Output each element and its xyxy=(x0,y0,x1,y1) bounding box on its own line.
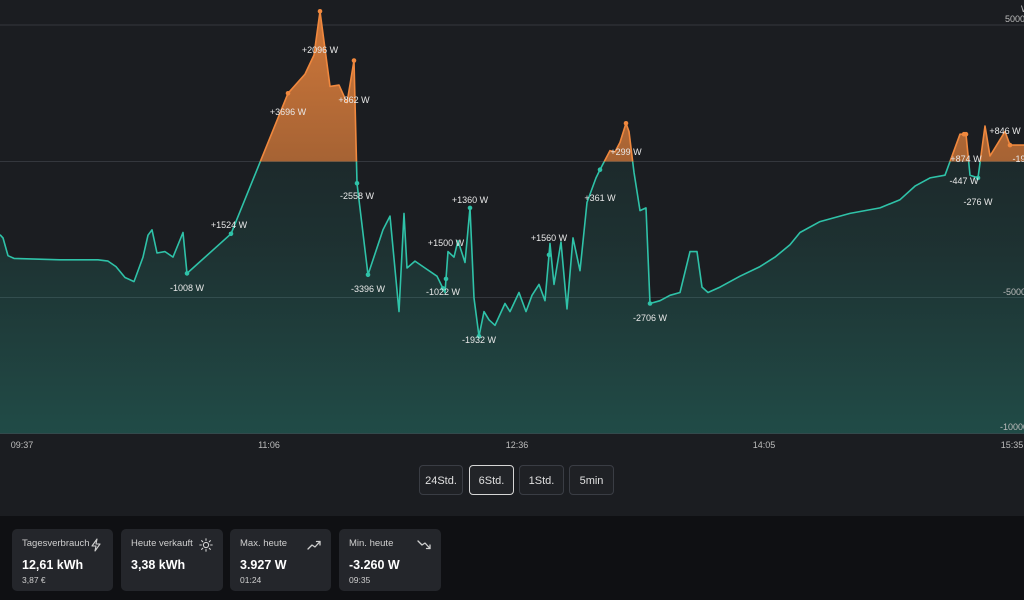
lightning-icon xyxy=(91,538,101,552)
stat-card-consumption[interactable]: Tagesverbrauch 12,61 kWh 3,87 € xyxy=(12,529,113,591)
data-point-marker xyxy=(961,131,967,137)
data-point-marker xyxy=(365,272,371,278)
trending-down-icon xyxy=(417,540,431,550)
annotation-label: +1360 W xyxy=(452,195,489,205)
trending-up-icon xyxy=(307,540,321,550)
annotation-label: +862 W xyxy=(338,95,370,105)
annotation-label: -19 xyxy=(1012,154,1024,164)
stat-card-value: -3.260 W xyxy=(349,558,400,572)
annotation-label: -2706 W xyxy=(633,313,668,323)
data-point-marker xyxy=(317,9,323,14)
data-point-marker xyxy=(351,58,357,63)
annotation-label: -447 W xyxy=(949,176,979,186)
x-tick-1535: 15:35 xyxy=(1001,440,1024,450)
data-point-marker xyxy=(285,91,291,96)
annotations: +2096 W +3696 W +862 W -2558 W +1524 W -… xyxy=(170,45,1024,345)
data-point-marker xyxy=(184,271,190,276)
chart-areas xyxy=(0,11,1024,434)
y-tick-5000: 5000 xyxy=(1005,14,1024,24)
annotation-label: +1524 W xyxy=(211,220,248,230)
data-point-marker xyxy=(975,175,981,181)
stat-card-title: Heute verkauft xyxy=(131,538,193,549)
annotation-label: +874 W xyxy=(950,154,982,164)
annotation-label: +2096 W xyxy=(302,45,339,55)
annotation-label: -1022 W xyxy=(426,287,461,297)
data-point-marker xyxy=(440,286,446,291)
stat-card-subvalue: 3,87 € xyxy=(22,575,46,585)
annotation-label: -276 W xyxy=(963,197,993,207)
data-point-marker xyxy=(623,121,629,126)
annotation-label: -1008 W xyxy=(170,283,205,293)
annotation-label: +1560 W xyxy=(531,233,568,243)
stats-bar: Tagesverbrauch 12,61 kWh 3,87 € Heute ve… xyxy=(0,516,1024,600)
consumption-area xyxy=(0,161,1024,434)
data-point-marker xyxy=(443,276,449,282)
sun-icon xyxy=(199,538,213,552)
annotation-label: +299 W xyxy=(610,147,642,157)
x-tick-1236: 12:36 xyxy=(506,440,529,450)
annotation-label: +846 W xyxy=(989,126,1021,136)
range-button-6h[interactable]: 6Std. xyxy=(469,465,514,495)
stat-card-subvalue: 01:24 xyxy=(240,575,262,585)
data-point-marker xyxy=(546,252,552,258)
range-button-1h[interactable]: 1Std. xyxy=(519,465,564,495)
annotation-label: +361 W xyxy=(584,193,616,203)
data-point-marker xyxy=(647,301,653,306)
range-button-24h[interactable]: 24Std. xyxy=(419,465,463,495)
stat-card-max[interactable]: Max. heute 3.927 W 01:24 xyxy=(230,529,331,591)
x-tick-1106: 11:06 xyxy=(258,440,280,450)
annotation-label: +1500 W xyxy=(428,238,465,248)
stat-card-sold[interactable]: Heute verkauft 3,38 kWh xyxy=(121,529,223,591)
stat-card-value: 3,38 kWh xyxy=(131,558,186,572)
stat-card-title: Max. heute xyxy=(240,538,287,549)
range-button-5min[interactable]: 5min xyxy=(569,465,614,495)
annotation-label: +3696 W xyxy=(270,107,307,117)
data-point-marker xyxy=(597,167,603,172)
stat-card-value: 12,61 kWh xyxy=(22,558,84,572)
data-point-marker xyxy=(1007,142,1013,148)
x-tick-1405: 14:05 xyxy=(753,440,776,450)
x-axis: 09:37 11:06 12:36 14:05 15:35 xyxy=(11,440,1024,450)
x-tick-0937: 09:37 xyxy=(11,440,34,450)
data-point-marker xyxy=(467,205,473,211)
annotation-label: -1932 W xyxy=(462,335,497,345)
stat-card-title: Tagesverbrauch xyxy=(22,538,90,549)
chart-markers xyxy=(184,9,1013,339)
data-point-marker xyxy=(476,333,482,339)
y-tick-neg5000: -5000 xyxy=(1003,287,1024,297)
stat-card-subvalue: 09:35 xyxy=(349,575,371,585)
data-point-marker xyxy=(354,181,360,186)
data-point-marker xyxy=(228,231,234,237)
annotation-label: -3396 W xyxy=(351,284,386,294)
annotation-label: -2558 W xyxy=(340,191,375,201)
stat-card-title: Min. heute xyxy=(349,538,394,549)
stat-card-value: 3.927 W xyxy=(240,558,287,572)
range-selector: 24Std. 6Std. 1Std. 5min xyxy=(0,465,1024,497)
y-axis-unit: W xyxy=(1021,4,1024,14)
stat-card-min[interactable]: Min. heute -3.260 W 09:35 xyxy=(339,529,441,591)
